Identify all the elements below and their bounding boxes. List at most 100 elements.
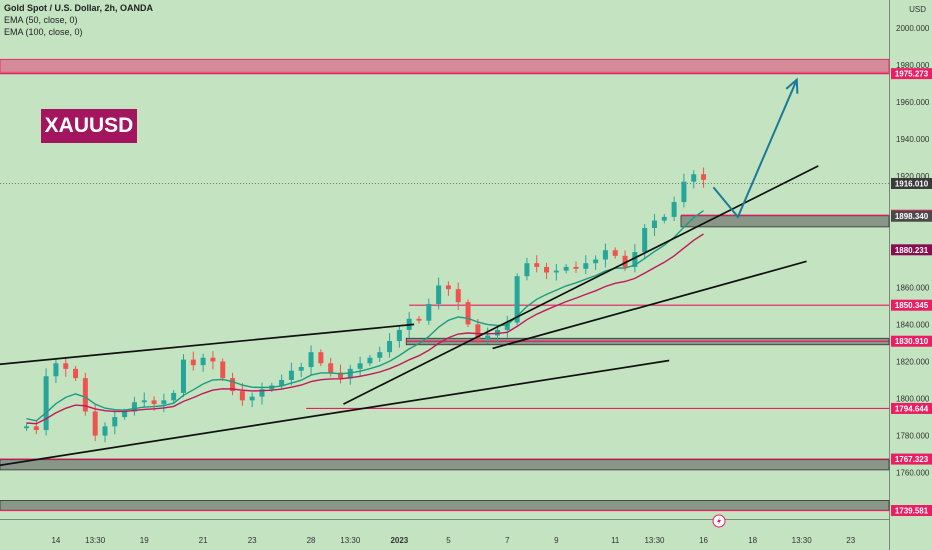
candle-54	[553, 263, 559, 281]
candle-body	[131, 402, 137, 412]
candle-body	[53, 363, 59, 377]
candle-body	[524, 263, 530, 277]
candle-body	[514, 276, 520, 323]
candle-body	[544, 266, 550, 273]
candle-body	[396, 329, 402, 342]
candle-66	[671, 196, 677, 221]
candle-body	[337, 372, 343, 379]
candle-52	[534, 255, 540, 273]
current-price-label: 1916.010	[895, 179, 929, 188]
candle-body	[426, 303, 432, 321]
candle-body	[485, 335, 491, 340]
candle-42	[436, 277, 442, 310]
candle-37	[387, 333, 393, 358]
candle-body	[308, 352, 314, 368]
candle-body	[651, 220, 657, 228]
level-badge	[891, 335, 932, 347]
candle-22	[239, 383, 245, 406]
candle-16	[180, 354, 186, 398]
candle-body	[151, 400, 157, 405]
candle-45	[465, 299, 471, 328]
candle-26	[279, 374, 285, 390]
level-badge-label: 1850.345	[895, 301, 929, 310]
candle-49	[504, 315, 510, 338]
y-tick-label: 1860.000	[896, 283, 930, 292]
candle-57	[583, 255, 589, 275]
x-tick-label: 23	[846, 536, 855, 545]
candle-body	[190, 359, 196, 366]
candle-body	[642, 227, 648, 253]
candle-34	[357, 356, 363, 377]
candle-30	[318, 349, 324, 367]
x-tick-label: 13:30	[644, 536, 665, 545]
candle-8	[102, 422, 108, 443]
candle-body	[102, 426, 108, 436]
candle-41	[426, 298, 432, 325]
chart-title: Gold Spot / U.S. Dollar, 2h, OANDA	[4, 3, 154, 13]
candle-body	[465, 302, 471, 325]
candle-body	[436, 285, 442, 304]
x-tick-label: 21	[199, 536, 208, 545]
zone-3	[0, 459, 890, 471]
level-badge	[891, 210, 932, 222]
candle-64	[651, 213, 657, 236]
candle-body	[239, 391, 245, 401]
candle-3	[53, 359, 59, 383]
symbol-badge: XAUUSD	[41, 109, 137, 143]
candle-body	[583, 263, 589, 269]
candle-43	[445, 281, 451, 296]
candle-6	[82, 372, 88, 416]
y-tick-label: 1840.000	[896, 320, 930, 329]
candle-12	[141, 392, 147, 408]
level-badge-label: 1830.910	[895, 337, 929, 346]
level-badge-label: 1898.340	[895, 212, 929, 221]
level-badge	[891, 299, 932, 311]
candle-69	[701, 167, 707, 188]
candle-body	[475, 324, 481, 340]
candle-14	[161, 393, 167, 413]
candle-body	[563, 266, 569, 271]
candle-body	[367, 357, 373, 364]
level-badge-label: 1739.581	[895, 507, 929, 516]
candle-body	[681, 181, 687, 203]
candle-body	[593, 259, 599, 264]
y-tick-label: 1940.000	[896, 135, 930, 144]
candle-body	[249, 396, 255, 401]
candle-body	[43, 376, 49, 431]
candle-body	[632, 252, 638, 267]
candle-body	[141, 400, 147, 403]
candle-47	[485, 327, 491, 345]
current-price-badge	[891, 177, 932, 189]
level-badge-label: 1794.644	[895, 404, 929, 413]
y-tick-label: 1780.000	[896, 432, 930, 441]
candle-2	[43, 368, 49, 436]
candle-7	[92, 403, 98, 441]
candle-19	[210, 351, 216, 370]
candle-body	[318, 352, 324, 364]
x-tick-label: 9	[554, 536, 559, 545]
candle-body	[279, 379, 285, 386]
candle-body	[259, 389, 265, 397]
candle-65	[661, 214, 667, 224]
candle-body	[92, 411, 98, 436]
candle-29	[308, 345, 314, 375]
candle-18	[200, 353, 206, 372]
x-tick-label: 5	[446, 536, 451, 545]
candle-body	[661, 216, 667, 221]
level-badge	[891, 453, 932, 465]
level-badge	[891, 68, 932, 80]
candle-21	[230, 372, 236, 396]
candle-15	[171, 390, 177, 404]
candle-58	[593, 255, 599, 270]
candle-24	[259, 382, 265, 405]
level-badge	[891, 244, 932, 256]
candle-body	[82, 378, 88, 412]
candle-body	[220, 361, 226, 379]
level-badge-label: 1767.323	[895, 455, 929, 464]
x-tick-label: 2023	[390, 536, 408, 545]
ema-100-line	[26, 233, 704, 425]
y-tick-label: 1960.000	[896, 98, 930, 107]
y-tick-label: 1820.000	[896, 357, 930, 366]
